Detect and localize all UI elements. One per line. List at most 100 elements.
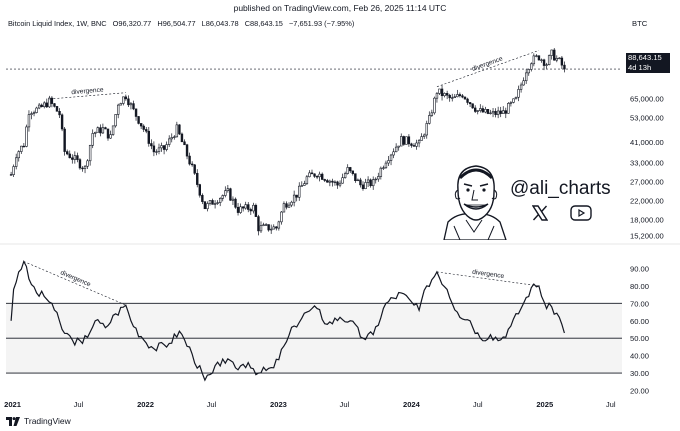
candle-body	[218, 198, 222, 203]
candle-body	[292, 194, 296, 203]
x-axis-tick-label: 2023	[270, 400, 287, 409]
candle-body	[295, 194, 298, 198]
candle-body	[359, 179, 362, 186]
candle-body	[170, 137, 173, 140]
candle-body	[37, 104, 41, 109]
candle-body	[463, 96, 467, 100]
rsi-divergence-2024-label: divergence	[472, 269, 505, 280]
candle-body	[443, 93, 446, 97]
candle-body	[175, 124, 179, 138]
candle-body	[206, 203, 209, 210]
candle-body	[374, 178, 377, 181]
candle-body	[402, 136, 405, 145]
bar-countdown: 4d 13h	[628, 63, 652, 72]
candle-body	[106, 128, 110, 139]
candle-body	[147, 130, 150, 144]
candle-body	[517, 89, 520, 98]
candle-body	[111, 125, 115, 135]
rsi-axis-tick-label: 60.00	[630, 317, 649, 326]
candle-body	[275, 226, 278, 229]
candle-body	[553, 49, 556, 61]
candle-body	[509, 102, 513, 104]
youtube-icon[interactable]	[570, 205, 592, 226]
candle-body	[160, 145, 163, 149]
candle-body	[468, 102, 472, 105]
candle-body	[234, 198, 237, 208]
candle-body	[150, 143, 153, 147]
candle-body	[489, 112, 492, 115]
rsi-divergence-2024-line	[436, 271, 539, 287]
author-handle: @ali_charts	[510, 178, 611, 199]
candle-body	[308, 172, 311, 178]
candle-body	[341, 177, 344, 184]
chart-legend: Bitcoin Liquid Index, 1W, BNC O96,320.77…	[8, 19, 358, 28]
candle-body	[137, 116, 140, 124]
candle-body	[50, 97, 54, 104]
currency-label: BTC	[632, 19, 648, 28]
candle-body	[484, 109, 487, 113]
price-divergence-2021-line	[49, 92, 126, 100]
candle-body	[377, 176, 380, 180]
x-axis-tick-label: Jul	[207, 400, 217, 409]
candle-body	[285, 203, 288, 208]
candle-body	[315, 176, 319, 178]
x-logo-icon[interactable]	[531, 205, 549, 226]
candle-body	[558, 57, 561, 60]
tradingview-logo-icon	[6, 416, 20, 426]
candle-body	[129, 103, 133, 106]
candle-body	[448, 94, 451, 99]
candle-body	[203, 201, 207, 210]
candle-body	[35, 107, 38, 113]
candle-body	[257, 216, 260, 232]
legend-low: L86,043.78	[201, 19, 239, 28]
candle-body	[145, 129, 148, 132]
candle-body	[231, 198, 235, 201]
candle-body	[382, 167, 385, 169]
candle-body	[346, 167, 349, 174]
legend-symbol: Bitcoin Liquid Index, 1W, BNC	[8, 19, 107, 28]
candle-body	[185, 144, 189, 157]
candle-body	[132, 103, 135, 110]
candle-body	[25, 126, 28, 147]
candle-body	[91, 133, 94, 146]
candle-body	[229, 188, 232, 201]
x-axis-tick-label: Jul	[74, 400, 84, 409]
rsi-pane: 90.00 80.00 70.00 60.00 50.00 40.00 30.00 20.00…	[0, 243, 680, 396]
candle-body	[491, 111, 495, 114]
candle-body	[178, 124, 181, 135]
candle-body	[420, 136, 423, 141]
footer-brand: TradingView	[6, 416, 71, 426]
candle-body	[313, 173, 316, 177]
candle-body	[530, 63, 533, 70]
candle-body	[415, 142, 418, 147]
candle-body	[221, 195, 224, 199]
legend-open: O96,320.77	[112, 19, 152, 28]
candle-body	[331, 180, 334, 183]
candle-body	[502, 110, 505, 114]
candle-body	[198, 184, 201, 196]
candle-body	[537, 55, 541, 61]
candle-body	[32, 112, 36, 114]
candle-body	[550, 49, 553, 56]
candle-body	[305, 176, 309, 184]
last-price-tag: 88,643.15 4d 13h	[626, 53, 670, 73]
candle-body	[68, 153, 71, 159]
candle-body	[17, 151, 20, 159]
candle-body	[425, 123, 428, 136]
candle-body	[247, 204, 250, 210]
candle-body	[96, 127, 99, 133]
candle-body	[323, 179, 326, 181]
candle-body	[366, 179, 370, 183]
candle-body	[542, 59, 546, 66]
candle-body	[392, 151, 395, 156]
candle-body	[481, 108, 485, 113]
candle-body	[134, 108, 138, 117]
candle-body	[407, 136, 411, 145]
candle-body	[224, 190, 227, 196]
candle-body	[563, 64, 566, 70]
candle-body	[94, 131, 97, 134]
candle-body	[451, 97, 454, 99]
candle-body	[514, 96, 518, 100]
rsi-axis-tick-label: 40.00	[630, 352, 649, 361]
